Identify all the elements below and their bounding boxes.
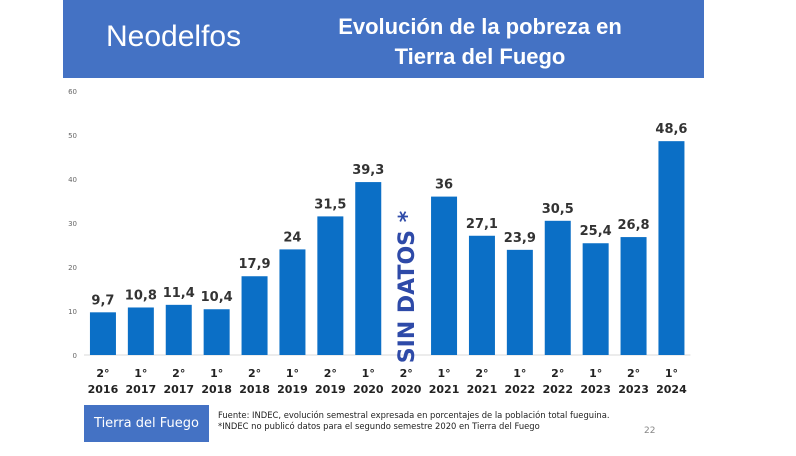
bar <box>658 141 685 355</box>
data-label: 24 <box>283 230 301 245</box>
x-tick-semester: 1° <box>134 367 147 380</box>
x-tick-semester: 2° <box>551 367 564 380</box>
bar <box>165 304 192 355</box>
x-tick-year: 2022 <box>542 383 573 396</box>
data-label: 48,6 <box>655 122 687 137</box>
bar <box>355 182 382 355</box>
x-tick-year: 2021 <box>429 383 460 396</box>
x-tick-semester: 1° <box>362 367 375 380</box>
chart-title-line1: Evolución de la pobreza en <box>338 14 622 39</box>
x-tick-semester: 2° <box>475 367 488 380</box>
data-label: 10,8 <box>125 288 157 303</box>
x-tick-semester: 2° <box>96 367 109 380</box>
x-tick-semester: 1° <box>210 367 223 380</box>
bar <box>506 249 533 355</box>
y-tick-label: 0 <box>73 352 77 360</box>
x-tick-semester: 1° <box>437 367 450 380</box>
bar <box>431 196 458 355</box>
data-label: 17,9 <box>239 257 271 272</box>
y-tick-label: 20 <box>68 264 77 272</box>
chart-title: Evolución de la pobreza en Tierra del Fu… <box>290 12 670 72</box>
x-tick-year: 2023 <box>618 383 649 396</box>
brand-name: Neodelfos <box>106 20 242 53</box>
legend-label: Tierra del Fuego <box>84 405 209 442</box>
data-label: 36 <box>435 178 453 193</box>
y-tick-label: 60 <box>68 88 77 96</box>
x-tick-semester: 1° <box>665 367 678 380</box>
bar <box>468 235 495 355</box>
x-tick-year: 2023 <box>580 383 611 396</box>
no-data-annotation: SIN DATOS * <box>395 210 420 363</box>
header-banner <box>63 0 704 78</box>
data-label: 31,5 <box>314 197 346 212</box>
chart-title-line2: Tierra del Fuego <box>394 44 566 69</box>
data-label: 25,4 <box>580 224 612 239</box>
data-label: 23,9 <box>504 231 536 246</box>
x-tick-year: 2018 <box>201 383 232 396</box>
x-tick-year: 2018 <box>239 383 270 396</box>
bar <box>203 309 230 355</box>
x-tick-year: 2016 <box>88 383 119 396</box>
y-tick-label: 50 <box>68 132 77 140</box>
bar <box>279 249 306 355</box>
bar <box>317 216 344 355</box>
x-tick-year: 2017 <box>163 383 194 396</box>
data-label: 39,3 <box>352 163 384 178</box>
bar <box>544 220 571 355</box>
data-label: 27,1 <box>466 217 498 232</box>
x-tick-semester: 2° <box>400 367 413 380</box>
bar <box>89 312 116 355</box>
data-label: 9,7 <box>91 293 114 308</box>
x-tick-semester: 2° <box>248 367 261 380</box>
data-label: 26,8 <box>618 218 650 233</box>
data-label: 10,4 <box>201 290 233 305</box>
x-tick-year: 2019 <box>315 383 346 396</box>
bar <box>241 276 268 355</box>
y-tick-label: 40 <box>68 176 77 184</box>
x-tick-semester: 1° <box>513 367 526 380</box>
x-tick-year: 2024 <box>656 383 687 396</box>
x-tick-semester: 1° <box>286 367 299 380</box>
x-tick-semester: 2° <box>172 367 185 380</box>
x-tick-semester: 2° <box>627 367 640 380</box>
x-tick-year: 2019 <box>277 383 308 396</box>
bar <box>127 307 154 355</box>
data-label: 11,4 <box>163 286 195 301</box>
data-label: 30,5 <box>542 202 574 217</box>
x-tick-year: 2020 <box>391 383 422 396</box>
page-number: 22 <box>644 426 656 436</box>
x-tick-year: 2021 <box>467 383 498 396</box>
x-tick-semester: 2° <box>324 367 337 380</box>
x-tick-year: 2020 <box>353 383 384 396</box>
source-note: Fuente: INDEC, evolución semestral expre… <box>218 410 610 431</box>
bar <box>620 237 647 355</box>
x-tick-year: 2022 <box>505 383 536 396</box>
x-tick-year: 2017 <box>126 383 157 396</box>
y-tick-label: 30 <box>68 220 77 228</box>
bar <box>582 243 609 355</box>
y-tick-label: 10 <box>68 308 77 316</box>
x-tick-semester: 1° <box>589 367 602 380</box>
